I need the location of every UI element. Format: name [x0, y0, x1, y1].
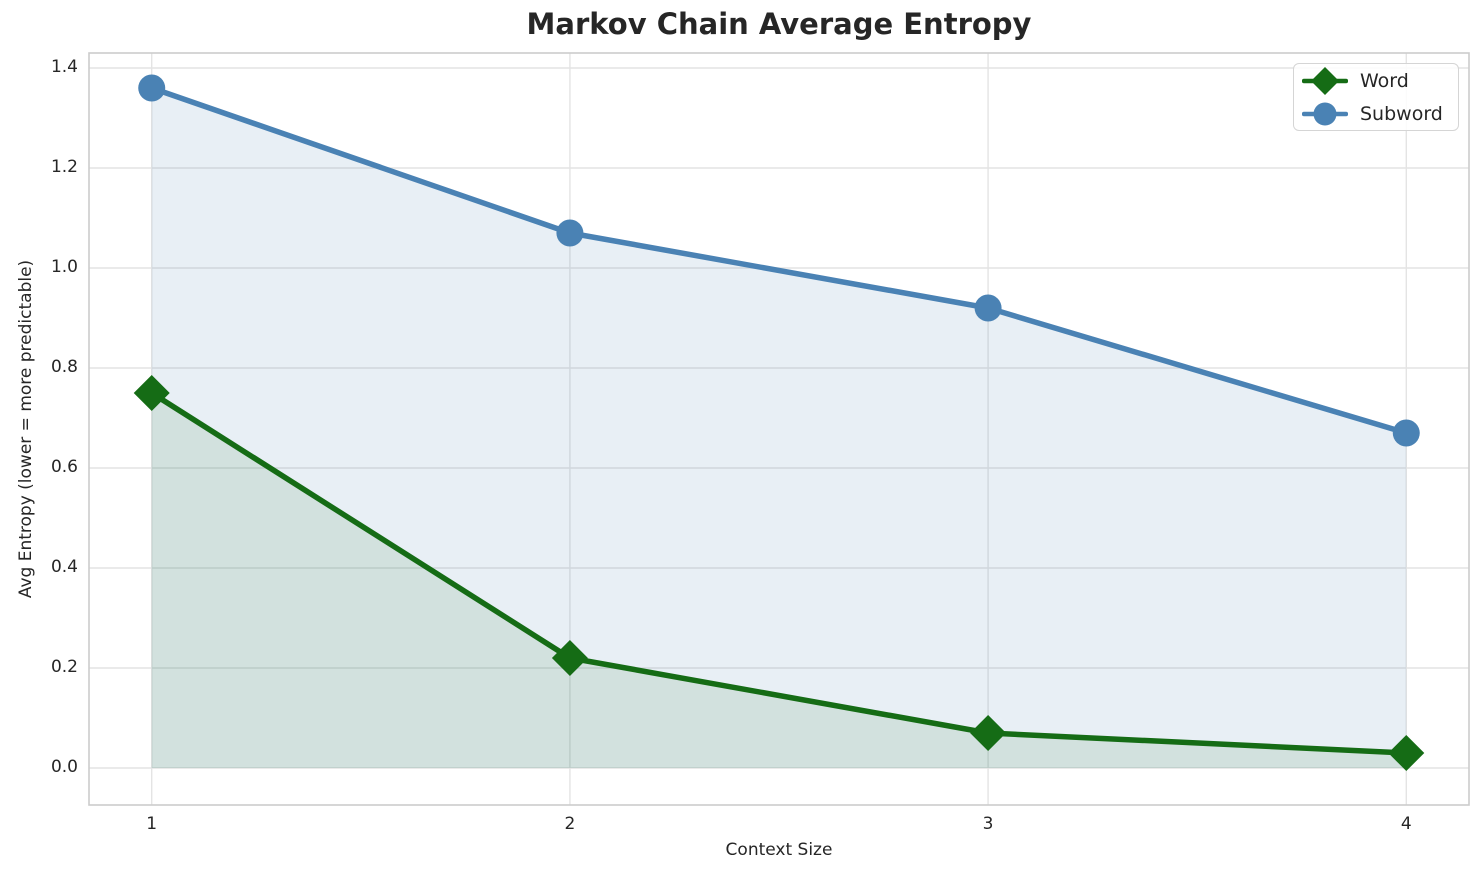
- y-tick-label: 1.0: [50, 257, 78, 277]
- y-tick-label: 0.6: [50, 457, 78, 477]
- marker-subword: [556, 219, 584, 247]
- y-tick-label: 1.2: [50, 157, 78, 177]
- legend-item-subword: Subword: [1302, 99, 1448, 129]
- marker-subword: [138, 74, 166, 102]
- x-tick-label: 3: [982, 814, 994, 834]
- x-axis-label: Context Size: [725, 840, 833, 860]
- marker-subword: [974, 294, 1002, 322]
- subword-circle-marker-icon: [1302, 102, 1348, 125]
- x-tick-label: 1: [146, 814, 158, 834]
- plot-border: [88, 52, 1470, 806]
- y-axis-label: Avg Entropy (lower = more predictable): [16, 259, 36, 599]
- line-subword: [148, 85, 1410, 436]
- marker-word: [551, 640, 588, 676]
- y-tick-label: 0.8: [50, 357, 78, 377]
- marker-word: [133, 375, 170, 411]
- legend: Word Subword: [1293, 63, 1459, 131]
- word-diamond-marker-icon: [1302, 66, 1348, 95]
- marker-word: [1388, 735, 1425, 771]
- marker-word: [970, 715, 1007, 751]
- line-word: [148, 390, 1410, 756]
- x-tick-label: 4: [1400, 814, 1412, 834]
- y-tick-label: 0.0: [50, 757, 78, 777]
- y-tick-label: 0.2: [50, 657, 78, 677]
- area-fill-subword: [151, 88, 1407, 768]
- legend-label-word: Word: [1360, 69, 1409, 92]
- legend-label-subword: Subword: [1360, 102, 1443, 125]
- x-tick-label: 2: [564, 814, 576, 834]
- y-tick-label: 1.4: [50, 57, 78, 77]
- chart-title: Markov Chain Average Entropy: [526, 7, 1032, 41]
- y-tick-label: 0.4: [50, 557, 78, 577]
- area-fill-word: [151, 393, 1407, 768]
- marker-subword: [1392, 419, 1420, 447]
- legend-item-word: Word: [1302, 66, 1448, 96]
